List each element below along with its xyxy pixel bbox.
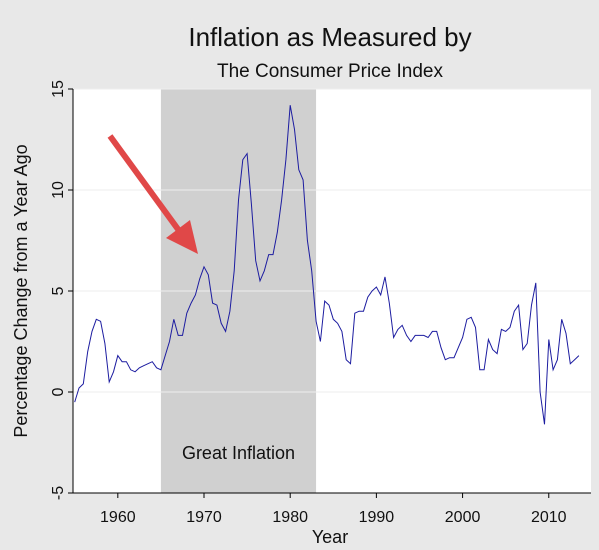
chart-subtitle: The Consumer Price Index: [217, 61, 443, 82]
arrow-shaft: [107, 134, 183, 234]
data-line: [74, 105, 580, 425]
y-tick-label: 15: [50, 80, 67, 98]
y-tick-label: -5: [50, 486, 67, 500]
arrow-head: [166, 220, 198, 254]
shade-label: Great Inflation: [182, 443, 295, 463]
x-tick-label: 2010: [531, 509, 567, 526]
y-tick-label: 10: [50, 181, 67, 199]
y-tick-label: 5: [50, 286, 67, 295]
x-tick-label: 1970: [186, 509, 222, 526]
y-axis-label: Percentage Change from a Year Ago: [11, 144, 31, 437]
chart-title: Inflation as Measured by: [188, 22, 471, 52]
x-axis-label: Year: [312, 527, 348, 547]
x-tick-label: 1960: [100, 509, 136, 526]
y-tick-label: 0: [50, 387, 67, 396]
x-tick-label: 2000: [445, 509, 481, 526]
x-tick-label: 1980: [272, 509, 308, 526]
x-tick-label: 1990: [359, 509, 395, 526]
